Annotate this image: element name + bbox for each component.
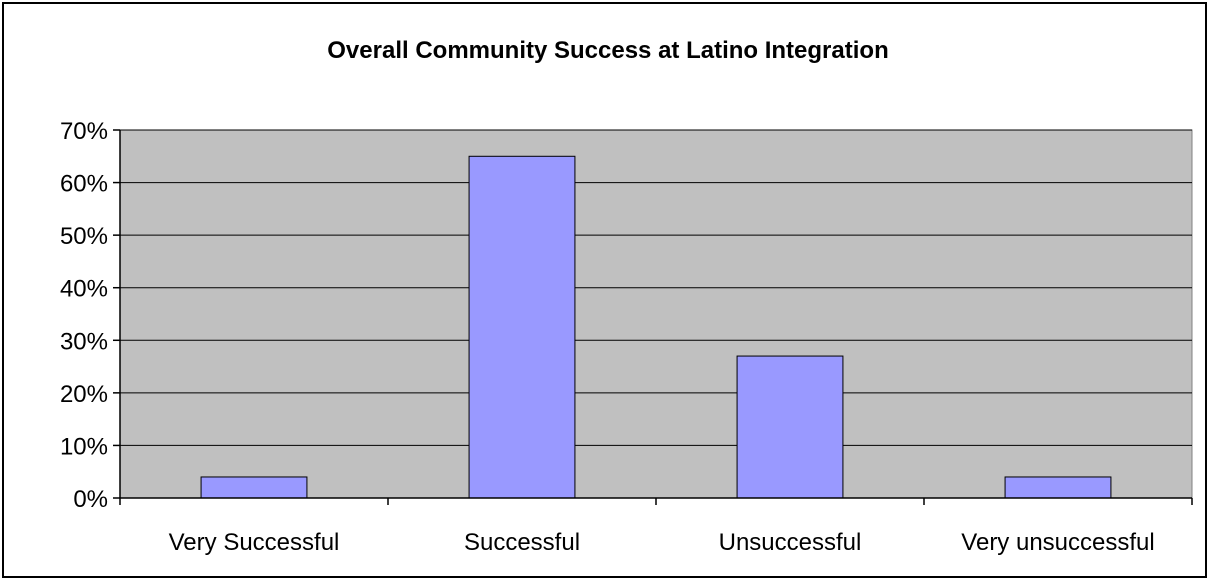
bar-very-unsuccessful — [1004, 476, 1112, 499]
plot-area — [119, 129, 1193, 499]
x-tick-label: Unsuccessful — [719, 529, 862, 556]
bars — [200, 155, 1112, 499]
bar-chart: Overall Community Success at Latino Inte… — [60, 37, 1193, 556]
bar-very-successful — [200, 476, 308, 499]
y-tick-label: 60% — [60, 171, 108, 198]
y-tick-label: 10% — [60, 433, 108, 460]
y-tick-label: 40% — [60, 276, 108, 303]
bar-unsuccessful — [736, 355, 844, 499]
y-tick-label: 30% — [60, 328, 108, 355]
y-tick-label: 0% — [73, 486, 108, 513]
x-axis-ticks: Very Successful Successful Unsuccessful Ver… — [119, 498, 1193, 556]
x-tick-label: Very Successful — [169, 529, 340, 556]
x-tick-label: Successful — [464, 529, 580, 556]
y-tick-label: 70% — [60, 118, 108, 145]
y-axis-ticks: 0% 10% 20% 30% 40% 50% 60% 70% — [60, 118, 120, 513]
chart-title: Overall Community Success at Latino Inte… — [327, 37, 888, 64]
bar-successful — [468, 155, 576, 499]
y-tick-label: 20% — [60, 381, 108, 408]
gridlines — [120, 129, 1192, 446]
x-tick-label: Very unsuccessful — [961, 529, 1154, 556]
y-tick-label: 50% — [60, 223, 108, 250]
